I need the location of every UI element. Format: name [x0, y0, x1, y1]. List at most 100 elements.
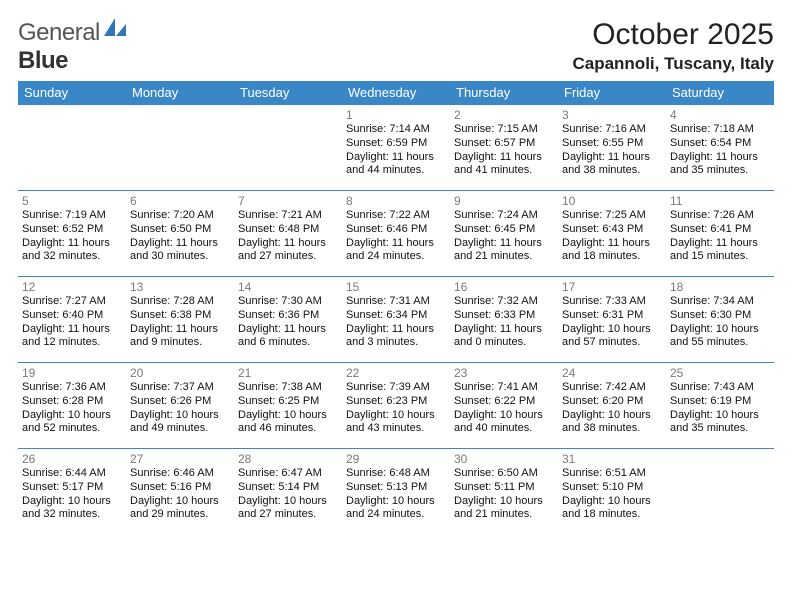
day-number: 12 [22, 280, 122, 294]
title-block: October 2025 Capannoli, Tuscany, Italy [572, 18, 774, 74]
day-number: 18 [670, 280, 770, 294]
sunset-text: Sunset: 5:16 PM [130, 481, 230, 495]
daylight-line1: Daylight: 10 hours [562, 495, 662, 509]
sunset-text: Sunset: 5:17 PM [22, 481, 122, 495]
empty-cell [234, 105, 342, 191]
daylight-line2: and 43 minutes. [346, 422, 446, 436]
daylight-line2: and 38 minutes. [562, 422, 662, 436]
day-number: 7 [238, 194, 338, 208]
day-number: 29 [346, 452, 446, 466]
daylight-line2: and 44 minutes. [346, 164, 446, 178]
day-cell: 5Sunrise: 7:19 AMSunset: 6:52 PMDaylight… [18, 191, 126, 277]
empty-cell [666, 449, 774, 535]
sunrise-text: Sunrise: 7:30 AM [238, 295, 338, 309]
daylight-line1: Daylight: 10 hours [130, 495, 230, 509]
day-number: 30 [454, 452, 554, 466]
week-row: 5Sunrise: 7:19 AMSunset: 6:52 PMDaylight… [18, 191, 774, 277]
sunrise-text: Sunrise: 7:18 AM [670, 123, 770, 137]
day-cell: 22Sunrise: 7:39 AMSunset: 6:23 PMDayligh… [342, 363, 450, 449]
weekday-header: Wednesday [342, 81, 450, 105]
sunset-text: Sunset: 6:34 PM [346, 309, 446, 323]
sunrise-text: Sunrise: 7:41 AM [454, 381, 554, 395]
daylight-line2: and 9 minutes. [130, 336, 230, 350]
sunset-text: Sunset: 6:48 PM [238, 223, 338, 237]
sunrise-text: Sunrise: 7:31 AM [346, 295, 446, 309]
daylight-line1: Daylight: 11 hours [346, 323, 446, 337]
daylight-line2: and 3 minutes. [346, 336, 446, 350]
day-info: Sunrise: 7:36 AMSunset: 6:28 PMDaylight:… [22, 381, 122, 436]
daylight-line2: and 24 minutes. [346, 250, 446, 264]
daylight-line1: Daylight: 10 hours [670, 409, 770, 423]
day-number: 15 [346, 280, 446, 294]
sunrise-text: Sunrise: 6:46 AM [130, 467, 230, 481]
weekday-header: Friday [558, 81, 666, 105]
day-cell: 25Sunrise: 7:43 AMSunset: 6:19 PMDayligh… [666, 363, 774, 449]
sunrise-text: Sunrise: 7:38 AM [238, 381, 338, 395]
day-number: 24 [562, 366, 662, 380]
brand-part2: Blue [18, 47, 68, 74]
day-info: Sunrise: 7:32 AMSunset: 6:33 PMDaylight:… [454, 295, 554, 350]
daylight-line2: and 24 minutes. [346, 508, 446, 522]
header: GeneralBlue October 2025 Capannoli, Tusc… [18, 18, 774, 75]
location: Capannoli, Tuscany, Italy [572, 54, 774, 74]
day-cell: 15Sunrise: 7:31 AMSunset: 6:34 PMDayligh… [342, 277, 450, 363]
sunset-text: Sunset: 5:10 PM [562, 481, 662, 495]
daylight-line1: Daylight: 11 hours [238, 323, 338, 337]
day-number: 13 [130, 280, 230, 294]
daylight-line2: and 38 minutes. [562, 164, 662, 178]
day-number: 3 [562, 108, 662, 122]
daylight-line2: and 27 minutes. [238, 250, 338, 264]
sunset-text: Sunset: 5:11 PM [454, 481, 554, 495]
sunset-text: Sunset: 6:45 PM [454, 223, 554, 237]
day-cell: 21Sunrise: 7:38 AMSunset: 6:25 PMDayligh… [234, 363, 342, 449]
day-cell: 14Sunrise: 7:30 AMSunset: 6:36 PMDayligh… [234, 277, 342, 363]
brand-part1: General [18, 19, 100, 46]
daylight-line2: and 18 minutes. [562, 250, 662, 264]
day-cell: 3Sunrise: 7:16 AMSunset: 6:55 PMDaylight… [558, 105, 666, 191]
daylight-line2: and 57 minutes. [562, 336, 662, 350]
day-number: 8 [346, 194, 446, 208]
day-cell: 30Sunrise: 6:50 AMSunset: 5:11 PMDayligh… [450, 449, 558, 535]
daylight-line2: and 32 minutes. [22, 250, 122, 264]
sunrise-text: Sunrise: 7:14 AM [346, 123, 446, 137]
daylight-line1: Daylight: 10 hours [238, 409, 338, 423]
day-number: 28 [238, 452, 338, 466]
day-cell: 17Sunrise: 7:33 AMSunset: 6:31 PMDayligh… [558, 277, 666, 363]
calendar-table: SundayMondayTuesdayWednesdayThursdayFrid… [18, 81, 774, 535]
day-number: 1 [346, 108, 446, 122]
daylight-line1: Daylight: 11 hours [238, 237, 338, 251]
sunrise-text: Sunrise: 6:50 AM [454, 467, 554, 481]
daylight-line2: and 15 minutes. [670, 250, 770, 264]
day-cell: 26Sunrise: 6:44 AMSunset: 5:17 PMDayligh… [18, 449, 126, 535]
day-cell: 27Sunrise: 6:46 AMSunset: 5:16 PMDayligh… [126, 449, 234, 535]
daylight-line1: Daylight: 10 hours [346, 409, 446, 423]
daylight-line2: and 52 minutes. [22, 422, 122, 436]
daylight-line2: and 32 minutes. [22, 508, 122, 522]
sunrise-text: Sunrise: 6:51 AM [562, 467, 662, 481]
sunrise-text: Sunrise: 7:21 AM [238, 209, 338, 223]
sunrise-text: Sunrise: 7:27 AM [22, 295, 122, 309]
day-info: Sunrise: 6:44 AMSunset: 5:17 PMDaylight:… [22, 467, 122, 522]
daylight-line2: and 35 minutes. [670, 422, 770, 436]
day-cell: 8Sunrise: 7:22 AMSunset: 6:46 PMDaylight… [342, 191, 450, 277]
day-number: 10 [562, 194, 662, 208]
daylight-line2: and 21 minutes. [454, 508, 554, 522]
daylight-line2: and 12 minutes. [22, 336, 122, 350]
sunset-text: Sunset: 6:43 PM [562, 223, 662, 237]
daylight-line2: and 46 minutes. [238, 422, 338, 436]
sunrise-text: Sunrise: 7:32 AM [454, 295, 554, 309]
daylight-line1: Daylight: 11 hours [454, 237, 554, 251]
day-cell: 23Sunrise: 7:41 AMSunset: 6:22 PMDayligh… [450, 363, 558, 449]
day-number: 21 [238, 366, 338, 380]
day-info: Sunrise: 7:18 AMSunset: 6:54 PMDaylight:… [670, 123, 770, 178]
daylight-line1: Daylight: 11 hours [562, 151, 662, 165]
sunset-text: Sunset: 6:38 PM [130, 309, 230, 323]
daylight-line1: Daylight: 10 hours [562, 409, 662, 423]
sunrise-text: Sunrise: 7:36 AM [22, 381, 122, 395]
sunset-text: Sunset: 6:26 PM [130, 395, 230, 409]
sunset-text: Sunset: 6:22 PM [454, 395, 554, 409]
day-info: Sunrise: 7:37 AMSunset: 6:26 PMDaylight:… [130, 381, 230, 436]
sunset-text: Sunset: 6:25 PM [238, 395, 338, 409]
day-info: Sunrise: 6:47 AMSunset: 5:14 PMDaylight:… [238, 467, 338, 522]
day-number: 14 [238, 280, 338, 294]
